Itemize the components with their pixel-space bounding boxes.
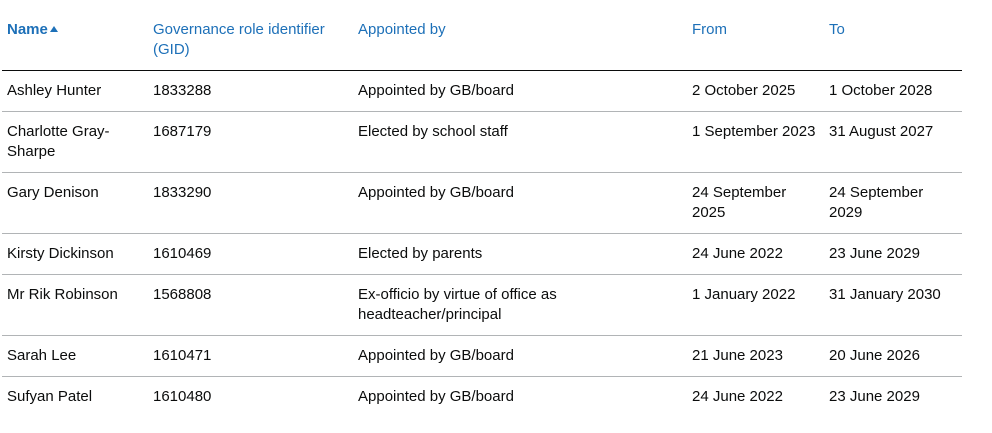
table-cell: Elected by parents [353, 233, 687, 275]
column-header: Name [2, 0, 148, 71]
column-header: To [824, 0, 962, 71]
table-cell: 24 June 2022 [687, 233, 824, 275]
table-row: Mr Rik Robinson 1568808 Ex-officio by virt… [2, 274, 962, 336]
column-header: Governance role identifier (GID) [148, 0, 353, 71]
table-row: Gary Denison 1833290 Appointed by GB/board… [2, 172, 962, 234]
table-cell: 1610471 [148, 335, 353, 377]
table-cell: 24 September 2025 [687, 172, 824, 234]
table-cell: Appointed by GB/board [358, 388, 514, 405]
table-row: Sarah Lee 1610471 Appointed by GB/board 21 … [2, 335, 962, 377]
column-header: From [687, 0, 824, 71]
header-row: Name Governance role identifier (GID) Appo… [2, 0, 962, 71]
table-row: Sufyan Patel 1610480 Appointed by GB/board… [2, 377, 962, 418]
table-cell: 31 August 2027 [824, 111, 962, 173]
column-header: Appointed by [353, 0, 687, 71]
table-cell: 1687179 [148, 111, 353, 173]
table-cell: 1 October 2028 [824, 70, 962, 112]
sort-link[interactable]: Governance role identifier (GID) [153, 21, 325, 58]
table-cell: Appointed by GB/board [353, 172, 687, 234]
table-cell: Kirsty Dickinson [2, 233, 148, 275]
table-cell: Elected by school staff [353, 111, 687, 173]
table-cell: Appointed by GB/board [353, 335, 687, 377]
table-cell: 1568808 [148, 274, 353, 336]
table-cell: Sarah Lee [2, 335, 148, 377]
table-cell: Appointed by GB/board [353, 70, 687, 112]
table-cell: Sufyan Patel [7, 388, 93, 405]
table-body: Ashley Hunter 1833288 Appointed by GB/boar… [2, 70, 962, 418]
table-cell: 1833288 [148, 70, 353, 112]
table-cell: Charlotte Gray-Sharpe [2, 111, 148, 173]
table-cell: 23 June 2029 [824, 233, 962, 275]
table-row: Charlotte Gray-Sharpe 1687179 Elected by s… [2, 111, 962, 173]
sort-arrow [49, 26, 58, 32]
sort-link[interactable]: To [829, 21, 845, 38]
table-cell: Mr Rik Robinson [2, 274, 148, 336]
table-cell: 31 January 2030 [824, 274, 962, 336]
sort-link[interactable]: Name [7, 21, 48, 38]
table-cell: 20 June 2026 [824, 335, 962, 377]
table-cell: 1610469 [148, 233, 353, 275]
table-row: Ashley Hunter 1833288 Appointed by GB/boar… [2, 70, 962, 112]
table-cell: 1 January 2022 [687, 274, 824, 336]
table-cell: 1 September 2023 [687, 111, 824, 173]
sort-link[interactable]: From [692, 21, 727, 38]
table-cell: 1833290 [148, 172, 353, 234]
table-cell: 24 June 2022 [692, 388, 783, 405]
table-cell: 21 June 2023 [687, 335, 824, 377]
table-cell: Gary Denison [2, 172, 148, 234]
table-cell: 24 September 2029 [824, 172, 962, 234]
table-cell: 2 October 2025 [687, 70, 824, 112]
table-row: Kirsty Dickinson 1610469 Elected by parent… [2, 233, 962, 275]
table-cell: 23 June 2029 [829, 388, 920, 405]
table-cell: Ex-officio by virtue of office as headte… [353, 274, 687, 336]
sort-link[interactable]: Appointed by [358, 21, 446, 38]
table-cell: Ashley Hunter [2, 70, 148, 112]
table-cell: 1610480 [153, 388, 212, 405]
governance-table: Name Governance role identifier (GID) Appo… [2, 0, 962, 417]
